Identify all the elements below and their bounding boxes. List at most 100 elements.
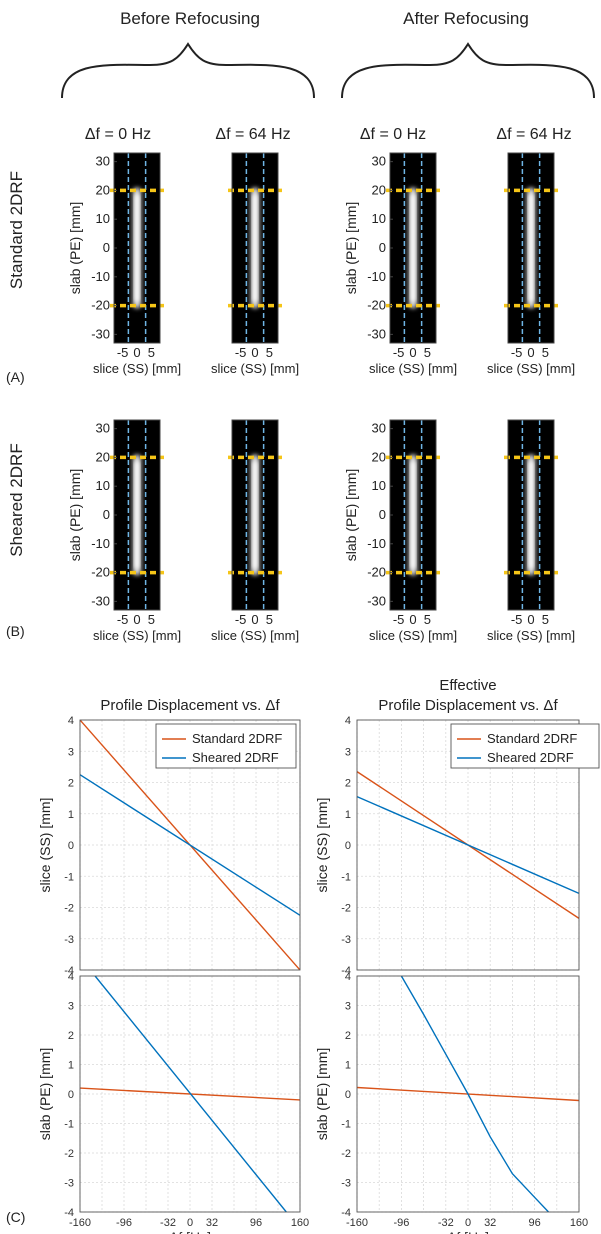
image-frame	[231, 152, 279, 344]
before-refocusing-header: Before Refocusing	[120, 9, 260, 28]
image-ytick-label: -20	[367, 565, 386, 580]
image-xlabel: slice (SS) [mm]	[211, 628, 299, 643]
ytick-label: -4	[64, 1207, 74, 1219]
image-xtick-label: -5	[511, 612, 523, 627]
column-title-1: Δf = 0 Hz	[85, 126, 151, 143]
ytick-label: 4	[68, 715, 74, 727]
image-ytick-label: 0	[103, 240, 110, 255]
ytick-label: -3	[64, 1178, 74, 1190]
legend-label: Sheared 2DRF	[192, 750, 279, 765]
image-frame	[507, 152, 555, 344]
slab-profile-core	[410, 460, 416, 570]
ytick-label: -4	[64, 965, 74, 977]
image-ytick-label: 20	[372, 449, 386, 464]
slab-profile-core	[528, 460, 534, 570]
series-line-sheared	[80, 774, 300, 916]
column-title-3: Δf = 0 Hz	[360, 126, 426, 143]
image-ytick-label: 30	[96, 421, 110, 436]
image-ytick-label: -10	[91, 536, 110, 551]
image-ytick-label: -20	[91, 298, 110, 313]
ytick-label: -1	[341, 1119, 351, 1131]
ytick-label: -2	[64, 1148, 74, 1160]
xtick-label: -96	[116, 1217, 132, 1229]
panel-letter-b: (B)	[6, 623, 25, 639]
plot-frame	[79, 975, 301, 1213]
image-ytick-label: 0	[379, 507, 386, 522]
image-xtick-label: 0	[251, 612, 258, 627]
image-ytick-label: 20	[96, 182, 110, 197]
image-ytick-label: -20	[367, 298, 386, 313]
chart-title-line-1: Effective	[439, 677, 496, 694]
ytick-label: 0	[345, 840, 351, 852]
xtick-label: 32	[484, 1217, 496, 1229]
ytick-label: -4	[341, 1207, 351, 1219]
ytick-label: -1	[64, 871, 74, 883]
image-xlabel: slice (SS) [mm]	[369, 361, 457, 376]
ytick-label: 4	[345, 715, 351, 727]
image-ytick-label: -10	[367, 536, 386, 551]
plot-frame	[79, 719, 301, 971]
xtick-label: -96	[393, 1217, 409, 1229]
image-ytick-label: 0	[379, 240, 386, 255]
row-label-standard: Standard 2DRF	[7, 171, 26, 289]
image-xlabel: slice (SS) [mm]	[93, 628, 181, 643]
xtick-label: 32	[206, 1217, 218, 1229]
image-ytick-label: 10	[372, 478, 386, 493]
chart-title: Profile Displacement vs. Δf	[100, 697, 280, 714]
xtick-label: 160	[570, 1217, 588, 1229]
xtick-label: 96	[528, 1217, 540, 1229]
ytick-label: -2	[341, 1148, 351, 1160]
series-line-sheared	[94, 976, 287, 1212]
ytick-label: 2	[68, 1030, 74, 1042]
xtick-label: -160	[346, 1217, 368, 1229]
image-xlabel: slice (SS) [mm]	[487, 361, 575, 376]
ytick-label: 3	[68, 1001, 74, 1013]
image-xtick-label: 5	[424, 345, 431, 360]
image-ytick-label: 30	[372, 154, 386, 169]
ytick-label: 3	[345, 1001, 351, 1013]
after-brace	[341, 42, 595, 99]
plot-frame	[356, 975, 580, 1213]
image-xtick-label: -5	[393, 612, 405, 627]
image-xtick-label: 5	[542, 612, 549, 627]
image-ytick-label: 30	[96, 154, 110, 169]
slab-profile-core	[528, 193, 534, 303]
legend: Standard 2DRF Sheared 2DRF	[450, 723, 600, 769]
ytick-label: 1	[68, 1060, 74, 1072]
slab-profile-core	[410, 193, 416, 303]
image-xtick-label: -5	[235, 612, 247, 627]
before-brace	[61, 42, 315, 99]
xtick-label: -32	[160, 1217, 176, 1229]
image-ytick-label: -10	[367, 269, 386, 284]
panel-letter-c: (C)	[6, 1209, 25, 1225]
ytick-label: 1	[68, 809, 74, 821]
image-ytick-label: -20	[91, 565, 110, 580]
slab-profile-core	[134, 193, 140, 303]
line-chart-2: 4 3 2 1 0 -1 -2 -3 -4 slice (SS) [mm] Effective Pro…	[314, 677, 600, 977]
column-title-2: Δf = 64 Hz	[215, 126, 290, 143]
xtick-label: 0	[465, 1217, 471, 1229]
image-ytick-label: -30	[91, 326, 110, 341]
image-ytick-label: 20	[96, 449, 110, 464]
image-xlabel: slice (SS) [mm]	[211, 361, 299, 376]
image-ytick-label: 0	[103, 507, 110, 522]
image-ytick-label: 30	[372, 421, 386, 436]
ytick-label: 0	[68, 1089, 74, 1101]
image-xtick-label: 0	[527, 345, 534, 360]
legend-label: Sheared 2DRF	[487, 750, 574, 765]
xtick-label: -160	[69, 1217, 91, 1229]
x-axis-label: Δf [Hz]	[447, 1229, 489, 1234]
panel-letter-a: (A)	[6, 369, 25, 385]
xtick-label: 160	[291, 1217, 309, 1229]
series-line-sheared	[400, 976, 550, 1212]
xtick-label: 0	[187, 1217, 193, 1229]
xtick-label: 96	[250, 1217, 262, 1229]
ytick-label: 0	[345, 1089, 351, 1101]
legend-label: Standard 2DRF	[487, 731, 577, 746]
image-xtick-label: 5	[424, 612, 431, 627]
ytick-label: -1	[341, 871, 351, 883]
